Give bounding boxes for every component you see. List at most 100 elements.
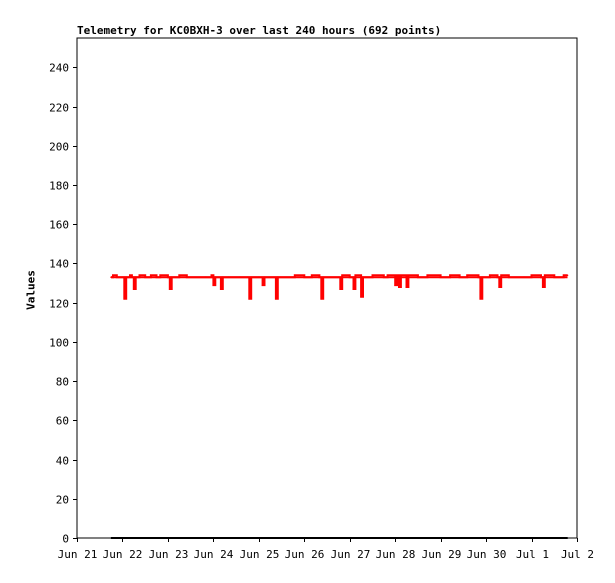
data-point	[227, 276, 230, 279]
data-point	[155, 276, 158, 279]
data-point	[523, 276, 525, 279]
data-point	[273, 276, 275, 279]
data-point	[125, 276, 127, 279]
data-point	[341, 274, 344, 277]
data-point	[477, 276, 480, 279]
data-point	[553, 276, 556, 279]
data-point	[508, 276, 510, 279]
data-point	[169, 288, 171, 290]
data-point	[123, 298, 126, 300]
x-tick-label: Jun 22	[103, 548, 143, 561]
data-point	[294, 274, 296, 277]
data-point	[110, 276, 112, 279]
data-point	[320, 298, 323, 300]
data-point	[134, 276, 137, 279]
y-tick-label: 80	[56, 376, 69, 389]
data-point	[159, 274, 162, 277]
data-point	[396, 274, 398, 277]
data-point	[386, 274, 389, 277]
data-point	[439, 276, 442, 279]
data-point	[112, 274, 114, 277]
data-point	[407, 274, 410, 277]
data-point	[566, 274, 569, 277]
data-point	[498, 286, 501, 288]
data-point	[354, 274, 357, 277]
data-point	[261, 284, 264, 286]
y-axis-label: Values	[24, 270, 38, 310]
data-point	[292, 276, 294, 279]
data-point	[303, 276, 306, 279]
y-tick-label: 140	[49, 258, 69, 271]
data-point	[542, 286, 544, 288]
data-point	[479, 298, 482, 300]
data-point	[360, 296, 362, 298]
data-point	[322, 276, 325, 279]
data-point	[481, 276, 484, 279]
data-point	[449, 274, 451, 277]
y-tick-label: 60	[56, 415, 69, 428]
data-point	[405, 286, 408, 288]
data-point	[239, 276, 241, 279]
y-tick-label: 220	[49, 102, 69, 115]
x-tick-label: Jun 29	[422, 548, 462, 561]
data-point	[277, 276, 279, 279]
data-point	[398, 286, 400, 288]
x-tick-label: Jun 27	[331, 548, 371, 561]
y-tick-label: 180	[49, 180, 69, 193]
data-point	[138, 274, 141, 277]
data-point	[116, 276, 118, 279]
x-tick-label: Jun 25	[240, 548, 280, 561]
data-point	[489, 274, 491, 277]
data-point	[263, 276, 266, 279]
data-point	[110, 537, 112, 539]
y-tick-label: 240	[49, 62, 69, 75]
x-tick-label: Jun 30	[467, 548, 507, 561]
data-point	[400, 274, 402, 277]
x-tick-label: Jun 24	[194, 548, 234, 561]
data-point	[220, 288, 222, 290]
y-tick-label: 120	[49, 298, 69, 311]
y-tick-label: 0	[62, 533, 69, 546]
y-tick-label: 100	[49, 337, 69, 350]
data-point	[131, 276, 133, 279]
data-point	[210, 274, 213, 277]
data-point	[121, 276, 124, 279]
data-point	[540, 276, 542, 279]
x-tick-label: Jul 2	[561, 548, 594, 561]
data-point	[562, 274, 565, 277]
data-point	[144, 276, 146, 279]
x-tick-label: Jun 23	[149, 548, 189, 561]
data-point	[466, 274, 469, 277]
data-point	[394, 284, 397, 286]
data-point	[129, 274, 131, 277]
data-point	[212, 284, 215, 286]
data-point	[133, 288, 135, 290]
data-point	[544, 274, 546, 277]
series-0-line	[111, 274, 568, 300]
data-point	[383, 276, 385, 279]
data-point	[311, 274, 313, 277]
data-point	[150, 274, 152, 277]
data-point	[500, 274, 503, 277]
data-point	[458, 276, 461, 279]
x-tick-label: Jun 28	[376, 548, 416, 561]
data-point	[167, 276, 169, 279]
data-point	[530, 274, 533, 277]
data-point	[170, 276, 173, 279]
data-point	[348, 276, 351, 279]
data-point	[371, 274, 374, 277]
data-point	[178, 274, 181, 277]
data-point	[275, 298, 277, 300]
y-tick-label: 40	[56, 455, 69, 468]
data-point	[337, 276, 340, 279]
data-point	[250, 276, 252, 279]
data-point	[258, 276, 260, 279]
chart-title: Telemetry for KC0BXH-3 over last 240 hou…	[77, 24, 442, 37]
y-tick-label: 20	[56, 494, 69, 507]
data-point	[362, 276, 364, 279]
x-tick-label: Jun 21	[58, 548, 98, 561]
data-point	[426, 274, 429, 277]
y-tick-label: 160	[49, 219, 69, 232]
